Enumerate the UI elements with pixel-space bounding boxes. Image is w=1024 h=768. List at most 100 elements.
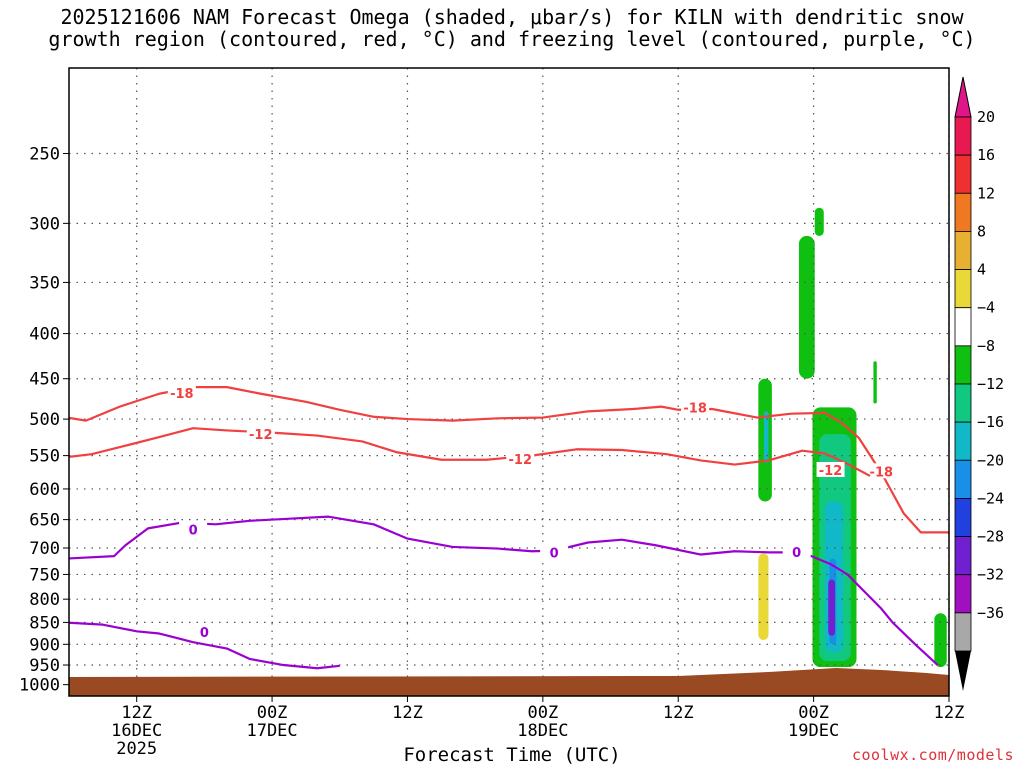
contour-label-bg-3-0 <box>190 624 219 640</box>
y-tick-label-1000: 1000 <box>19 676 60 696</box>
ground-fill <box>69 667 949 696</box>
y-tick-label-450: 450 <box>29 370 60 390</box>
contour-label-bg-1-2 <box>816 461 845 477</box>
contour-line-3 <box>69 621 340 670</box>
contour-label-bg-1-0 <box>246 426 275 442</box>
colorbar-label-5: −4 <box>977 299 995 317</box>
colorbar-swatch-1 <box>954 154 972 194</box>
y-tick-label-550: 550 <box>29 447 60 467</box>
contour-line-0 <box>69 386 949 534</box>
contour-label-bg-2-0 <box>179 521 208 537</box>
colorbar-label-12: −32 <box>977 566 1004 584</box>
colorbar-swatch-2 <box>954 192 972 232</box>
x-tick-label-48-0: 00Z <box>527 703 558 723</box>
y-tick-label-300: 300 <box>29 214 60 234</box>
x-tick-label-12-0: 12Z <box>121 703 152 723</box>
y-tick-label-950: 950 <box>29 656 60 676</box>
colorbar-swatch-7 <box>954 383 972 423</box>
contour-label-bg-0-2 <box>867 463 896 479</box>
colorbar-label-10: −24 <box>977 489 1004 507</box>
title-line-2: growth region (contoured, red, °C) and f… <box>48 27 976 51</box>
omega-region-11 <box>758 553 769 641</box>
colorbar-swatch-12 <box>954 574 972 614</box>
omega-region-9 <box>934 613 947 668</box>
y-tick-label-350: 350 <box>29 273 60 293</box>
colorbar-label-7: −12 <box>977 375 1004 393</box>
contour-label-0-1: -18 <box>683 401 707 416</box>
omega-region-0 <box>798 235 815 379</box>
colorbar-swatch-10 <box>954 498 972 537</box>
x-tick-label-24-0: 00Z <box>257 703 288 723</box>
x-tick-label-36-0: 12Z <box>392 703 423 723</box>
contour-label-bg-0-1 <box>681 399 710 415</box>
y-tick-label-800: 800 <box>29 590 60 610</box>
x-tick-label-84-0: 12Z <box>934 703 965 723</box>
contour-label-0-2: -18 <box>870 465 894 480</box>
contour-label-1-2: -12 <box>819 464 843 479</box>
title-line-1: 2025121606 NAM Forecast Omega (shaded, μ… <box>60 5 964 29</box>
colorbar-swatch-13 <box>954 612 972 652</box>
colorbar-label-9: −20 <box>977 451 1004 469</box>
colorbar-swatch-9 <box>954 459 972 499</box>
colorbar-swatch-11 <box>954 536 972 576</box>
colorbar-swatch-8 <box>954 421 972 461</box>
contour-label-bg-2-2 <box>782 543 811 559</box>
credit-text: coolwx.com/models <box>851 746 1014 764</box>
plot-frame <box>68 67 950 697</box>
contour-label-1-1: -12 <box>509 453 533 468</box>
colorbar-swatch-6 <box>954 345 972 385</box>
y-tick-label-850: 850 <box>29 613 60 633</box>
colorbar-label-3: 8 <box>977 222 986 240</box>
colorbar-label-1: 16 <box>977 146 995 164</box>
x-tick-label-72-0: 00Z <box>798 703 829 723</box>
y-tick-label-900: 900 <box>29 635 60 655</box>
y-tick-label-750: 750 <box>29 565 60 585</box>
ground-surface <box>69 667 949 696</box>
y-tick-label-400: 400 <box>29 325 60 345</box>
contour-label-0-0: -18 <box>170 387 194 402</box>
omega-region-10 <box>873 361 877 404</box>
y-tick-label-250: 250 <box>29 144 60 164</box>
colorbar-top-arrow <box>954 76 972 118</box>
colorbar-label-2: 12 <box>977 184 995 202</box>
colorbar: 20 16 12 8 4 −4 −8 −12 −16 −20 −24 −28 −32 −36 <box>954 76 1004 691</box>
colorbar-label-13: −36 <box>977 604 1004 622</box>
omega-region-3 <box>763 411 769 463</box>
contour-label-2-0: 0 <box>189 524 198 539</box>
y-axis: 2503003504004505005506006507007508008509… <box>19 144 69 696</box>
contour-label-bg-1-1 <box>506 451 535 467</box>
colorbar-label-4: 4 <box>977 261 986 279</box>
colorbar-bottom-arrow <box>955 651 971 691</box>
colorbar-swatch-4 <box>954 269 972 309</box>
y-tick-label-650: 650 <box>29 511 60 531</box>
x-tick-label-60-0: 12Z <box>663 703 694 723</box>
omega-region-8 <box>828 579 836 636</box>
colorbar-swatch-5 <box>954 307 972 347</box>
y-tick-label-500: 500 <box>29 410 60 430</box>
x-tick-label-12-1: 16DEC <box>111 721 162 741</box>
colorbar-swatch-3 <box>954 231 972 270</box>
contour-label-bg-2-1 <box>540 544 569 560</box>
contour-line-1 <box>69 427 871 477</box>
plot-background <box>69 68 949 696</box>
omega-region-1 <box>814 207 824 236</box>
x-axis-title: Forecast Time (UTC) <box>403 744 621 766</box>
x-tick-label-48-1: 18DEC <box>517 721 568 741</box>
y-tick-label-600: 600 <box>29 480 60 500</box>
chart-title: 2025121606 NAM Forecast Omega (shaded, μ… <box>0 6 1024 50</box>
colorbar-label-11: −28 <box>977 528 1004 546</box>
y-tick-label-700: 700 <box>29 539 60 559</box>
colorbar-swatch-0 <box>954 116 972 156</box>
contour-label-3-0: 0 <box>200 626 209 641</box>
contours: -18 -18 -18 -12 -12 -12 0 0 0 0 <box>69 384 949 670</box>
colorbar-label-0: 20 <box>977 108 995 126</box>
contour-label-2-1: 0 <box>550 546 559 561</box>
colorbar-label-8: −16 <box>977 413 1004 431</box>
x-tick-label-72-1: 19DEC <box>788 721 839 741</box>
colorbar-label-6: −8 <box>977 337 995 355</box>
contour-label-2-2: 0 <box>792 546 801 561</box>
x-tick-label-24-1: 17DEC <box>246 721 297 741</box>
contour-label-bg-0-0 <box>167 384 196 400</box>
